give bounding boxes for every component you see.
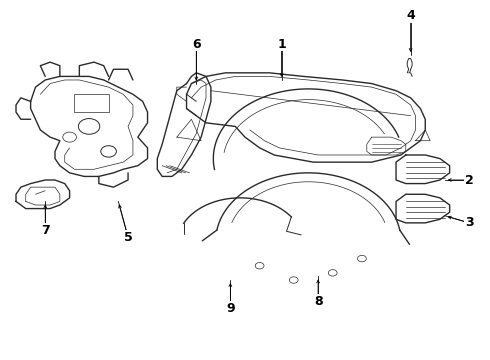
Text: 1: 1	[277, 38, 286, 51]
Text: 8: 8	[314, 295, 322, 308]
Text: 3: 3	[465, 216, 473, 229]
Text: 2: 2	[465, 174, 473, 186]
Text: 7: 7	[41, 224, 49, 237]
Text: 6: 6	[192, 38, 200, 51]
Text: 9: 9	[226, 302, 235, 315]
Text: 5: 5	[123, 231, 132, 244]
Text: 4: 4	[406, 9, 415, 22]
Bar	[74, 94, 109, 112]
